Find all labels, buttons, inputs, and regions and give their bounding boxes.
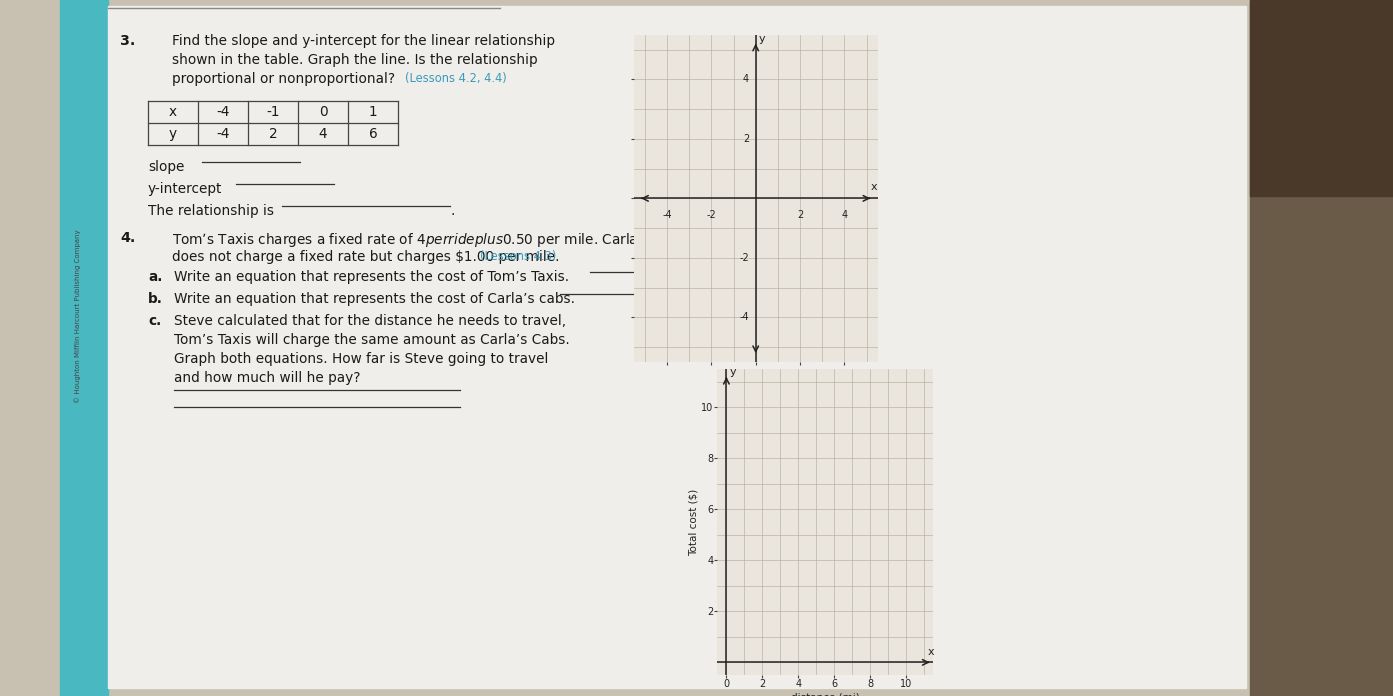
Text: 2: 2 [742,134,749,144]
Text: 2: 2 [797,210,804,220]
Text: The relationship is: The relationship is [148,204,274,218]
Text: Tom’s Taxis charges a fixed rate of $4 per ride plus $0.50 per mile. Carla’s Cab: Tom’s Taxis charges a fixed rate of $4 p… [171,231,688,249]
Text: © Houghton Mifflin Harcourt Publishing Company: © Houghton Mifflin Harcourt Publishing C… [75,229,81,403]
Text: -4: -4 [216,127,230,141]
Text: -4: -4 [662,210,671,220]
Text: -2: -2 [740,253,749,263]
Text: a.: a. [148,270,163,284]
Text: b.: b. [148,292,163,306]
Text: c.: c. [148,314,162,328]
Text: x: x [928,647,935,657]
Bar [1250,0,1393,196]
Text: y: y [759,33,766,44]
Text: 4: 4 [319,127,327,141]
Text: -1: -1 [266,105,280,119]
Text: Graph both equations. How far is Steve going to travel: Graph both equations. How far is Steve g… [174,352,549,366]
Text: Steve calculated that for the distance he needs to travel,: Steve calculated that for the distance h… [174,314,566,328]
Text: 4.: 4. [120,231,135,245]
Text: Write an equation that represents the cost of Carla’s cabs.: Write an equation that represents the co… [174,292,575,306]
Text: (Lessons 4.3): (Lessons 4.3) [481,250,556,263]
Text: 1: 1 [369,105,378,119]
Text: 0: 0 [319,105,327,119]
Text: x: x [169,105,177,119]
Text: 3.: 3. [120,34,135,48]
Text: and how much will he pay?: and how much will he pay? [174,371,361,385]
Text: shown in the table. Graph the line. Is the relationship: shown in the table. Graph the line. Is t… [171,53,538,67]
Text: 6: 6 [369,127,378,141]
Bar [109,6,1245,688]
Text: 4: 4 [841,210,847,220]
Text: slope: slope [148,160,184,174]
Text: -4: -4 [216,105,230,119]
Text: proportional or nonproportional?: proportional or nonproportional? [171,72,400,86]
Text: (Lessons 4.2, 4.4): (Lessons 4.2, 4.4) [405,72,507,85]
Text: 2: 2 [269,127,277,141]
Text: Write an equation that represents the cost of Tom’s Taxis.: Write an equation that represents the co… [174,270,570,284]
Bar [60,0,109,696]
Text: y-intercept: y-intercept [148,182,223,196]
Text: 4: 4 [742,74,749,84]
Text: .: . [450,204,454,218]
Text: -4: -4 [740,313,749,322]
Text: y: y [169,127,177,141]
Text: y: y [730,367,737,377]
Text: Tom’s Taxis will charge the same amount as Carla’s Cabs.: Tom’s Taxis will charge the same amount … [174,333,570,347]
Text: x: x [871,182,878,192]
Y-axis label: Total cost ($): Total cost ($) [688,489,698,555]
Text: -2: -2 [706,210,716,220]
Text: Find the slope and y-intercept for the linear relationship: Find the slope and y-intercept for the l… [171,34,554,48]
Bar [1250,0,1393,696]
X-axis label: distance (mi): distance (mi) [791,692,859,696]
Text: does not charge a fixed rate but charges $1.00 per mile.: does not charge a fixed rate but charges… [171,250,564,264]
